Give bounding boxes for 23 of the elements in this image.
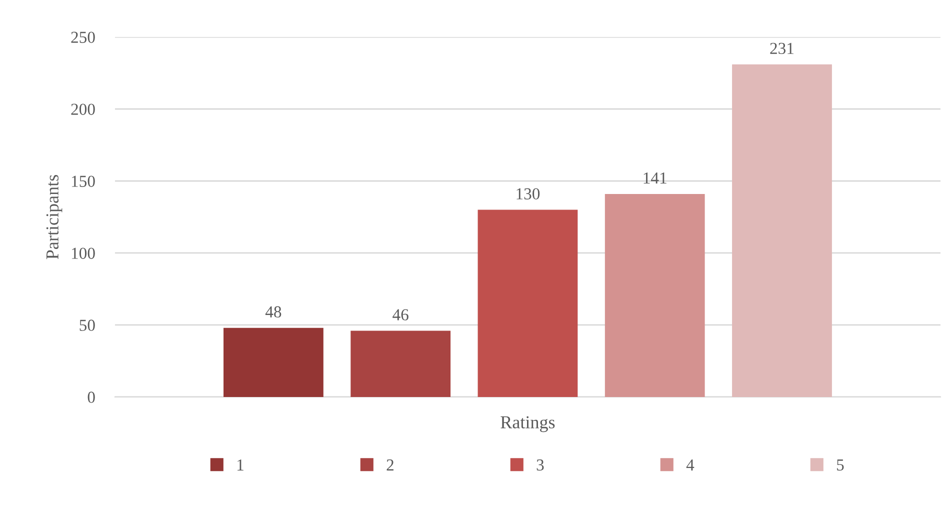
legend-label: 4 [686, 459, 694, 470]
bar [224, 328, 324, 397]
bar [350, 330, 451, 397]
legend-label: 1 [238, 459, 244, 470]
y-tick-label: 250 [71, 32, 95, 43]
x-axis-title: Ratings [500, 416, 555, 432]
data-label: 231 [770, 42, 794, 54]
data-label: 141 [644, 172, 666, 184]
data-label: 46 [392, 309, 408, 320]
data-label: 48 [265, 306, 282, 318]
y-axis-title: Participants [46, 175, 62, 260]
y-tick-label: 150 [72, 176, 95, 187]
legend-label: 3 [536, 459, 544, 471]
y-tick-label: 100 [72, 248, 95, 259]
y-tick-label: 200 [71, 104, 95, 115]
data-label: 130 [516, 188, 540, 200]
bar [604, 194, 705, 397]
legend-label: 5 [837, 460, 844, 471]
bar [732, 64, 832, 397]
legend-label: 2 [386, 459, 394, 470]
bar [478, 210, 578, 397]
y-tick-label: 0 [88, 392, 95, 403]
y-tick-label: 50 [80, 320, 95, 331]
